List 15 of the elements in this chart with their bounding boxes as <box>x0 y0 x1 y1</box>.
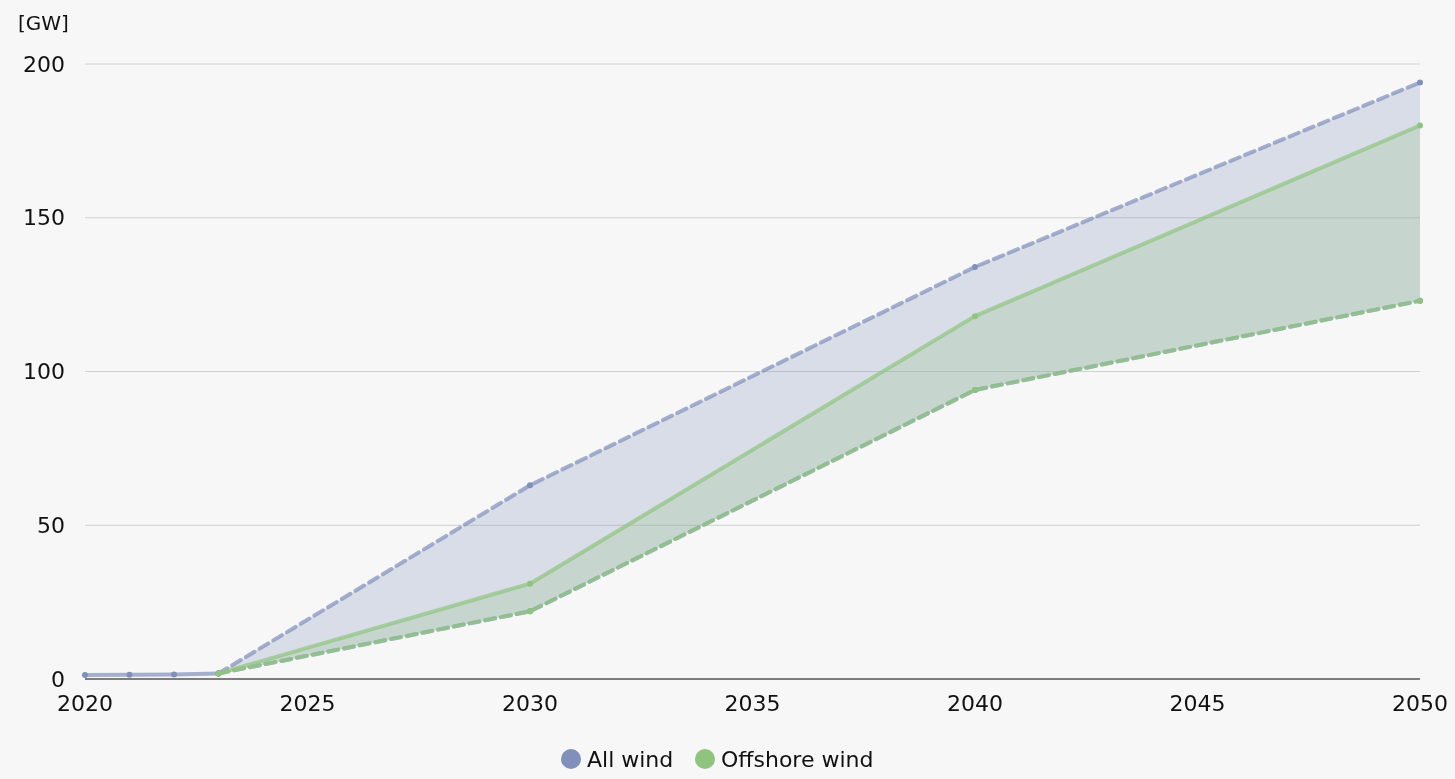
x-tick-label: 2045 <box>1169 691 1226 716</box>
x-tick-label: 2040 <box>947 691 1003 716</box>
y-tick-label: 150 <box>23 205 65 231</box>
x-tick-label: 2050 <box>1392 691 1448 716</box>
x-tick-label: 2030 <box>502 691 558 716</box>
x-tick-label: 2035 <box>724 691 781 716</box>
x-tick-label: 2025 <box>279 691 336 716</box>
y-tick-label: 200 <box>23 51 65 77</box>
y-tick-label: 50 <box>37 512 65 538</box>
legend-label: Offshore wind <box>721 747 874 772</box>
y-tick-label: 100 <box>23 359 65 385</box>
legend-label: All wind <box>587 747 674 772</box>
y-axis-title: [GW] <box>18 11 69 35</box>
x-tick-label: 2020 <box>57 691 113 716</box>
y-tick-label: 0 <box>51 666 65 692</box>
